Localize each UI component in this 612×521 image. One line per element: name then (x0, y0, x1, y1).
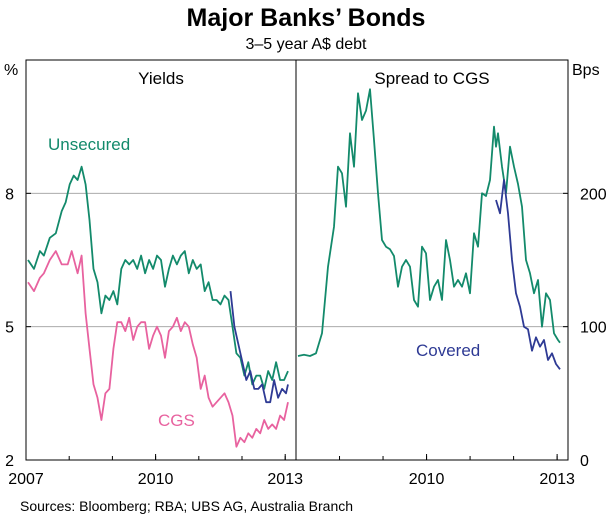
y-tick-label-spread-to-cgs: 200 (580, 186, 607, 203)
y-tick-label-spread-to-cgs: 0 (580, 453, 589, 470)
chart-title: Major Banks’ Bonds (186, 4, 426, 32)
series-label-unsecured: Unsecured (48, 135, 130, 154)
x-tick-label-spread-to-cgs: 2010 (409, 471, 445, 488)
chart-subtitle: 3–5 year A$ debt (245, 36, 367, 53)
left-axis-unit: % (4, 62, 19, 79)
series-line-covered-spread-to-cgs (495, 179, 561, 370)
x-tick-label-yields: 2013 (267, 471, 303, 488)
y-tick-label-yields: 8 (5, 186, 14, 203)
source-note: Sources: Bloomberg; RBA; UBS AG, Austral… (20, 498, 354, 514)
series-line-covered-yields (229, 291, 289, 404)
x-tick-label-yields: 2007 (8, 471, 44, 488)
series-label-covered: Covered (416, 341, 480, 360)
y-tick-label-spread-to-cgs: 100 (580, 320, 607, 337)
y-tick-label-yields: 5 (5, 320, 14, 337)
y-tick-label-yields: 2 (5, 453, 14, 470)
x-tick-label-spread-to-cgs: 2013 (539, 471, 575, 488)
x-tick-label-yields: 2010 (138, 471, 174, 488)
series-line-cgs-yields (27, 250, 289, 448)
panel-title-spread-to-cgs: Spread to CGS (374, 69, 489, 88)
series-label-cgs: CGS (158, 411, 195, 430)
panel-title-yields: Yields (138, 69, 184, 88)
series-line-unsecured-yields (27, 165, 289, 390)
plot-frame (25, 59, 569, 461)
series-line-unsecured-spread-to-cgs (297, 88, 561, 357)
right-axis-unit: Bps (572, 62, 600, 79)
